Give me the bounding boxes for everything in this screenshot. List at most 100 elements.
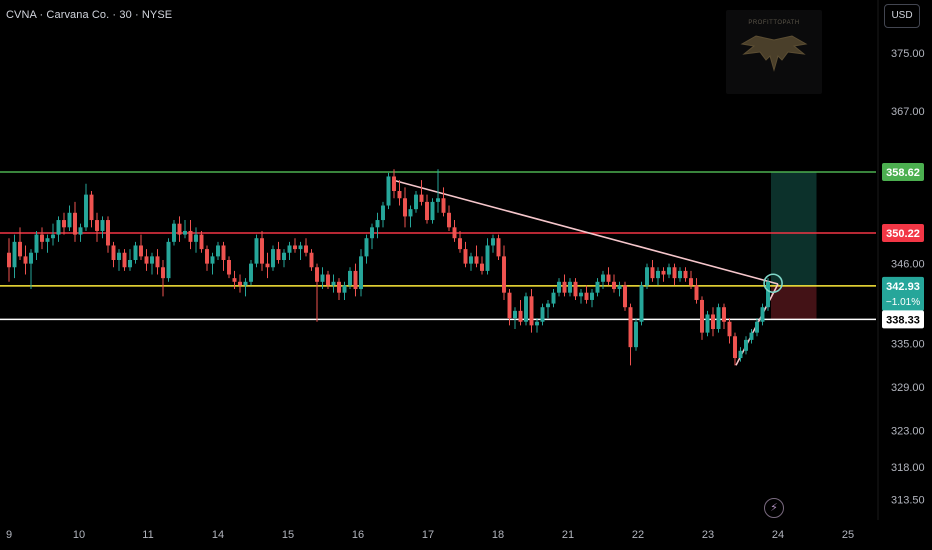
candle-body	[634, 321, 638, 348]
candle-body	[601, 274, 605, 282]
candle-body	[359, 256, 363, 290]
highlight-circle[interactable]	[763, 273, 783, 294]
candle-body	[430, 201, 435, 221]
price-tag-label: 350.22	[886, 228, 920, 240]
candle-body	[276, 249, 281, 260]
candle-body	[364, 238, 369, 257]
candle-body	[425, 201, 429, 221]
price-tag-label: 342.93	[886, 281, 920, 293]
candle-body	[117, 252, 121, 260]
candle-body	[216, 245, 220, 257]
long-position-tool[interactable]	[771, 171, 817, 320]
candle-body	[628, 307, 633, 348]
trendlines[interactable]	[392, 179, 779, 366]
price-axis[interactable]: 375.00 367.00 346.00 335.00 329.00 323.00 318.…	[877, 0, 925, 520]
price-tag-bg	[882, 310, 924, 329]
candle-body	[67, 212, 72, 228]
candle-body	[12, 241, 17, 268]
candle-body	[722, 307, 726, 322]
candle-body	[645, 267, 649, 286]
candle-body	[700, 299, 704, 333]
candle-body	[194, 234, 198, 242]
candle-body	[7, 252, 11, 268]
candle-body	[551, 292, 556, 304]
price-tag-bg	[882, 276, 924, 311]
candle-body	[210, 256, 215, 264]
price-tick-label: 323.00	[891, 426, 925, 438]
candle-body	[436, 198, 440, 202]
candle-body	[639, 285, 644, 322]
candle-body	[447, 212, 451, 228]
candle-body	[84, 194, 88, 228]
candle-body	[166, 241, 171, 279]
candle-body	[716, 307, 721, 329]
candle-body	[304, 245, 308, 253]
candle-body	[282, 252, 286, 260]
candles	[7, 169, 770, 366]
candle-body	[441, 198, 446, 213]
price-tag-label: 338.33	[886, 314, 920, 326]
candle-body	[452, 227, 457, 239]
candle-body	[155, 256, 160, 268]
candle-body	[744, 339, 748, 351]
candle-body	[188, 230, 193, 242]
candle-body	[122, 252, 127, 268]
time-tick-label: 10	[73, 529, 85, 541]
target-zone[interactable]	[771, 171, 817, 286]
candle-body	[573, 281, 578, 297]
logo-text: PROFITTOPATH	[748, 20, 800, 26]
time-tick-label: 16	[352, 529, 364, 541]
candle-body	[650, 267, 655, 279]
candle-body	[612, 281, 616, 290]
price-tick-label: 335.00	[891, 339, 925, 351]
candle-body	[45, 238, 50, 242]
watermark-logo: PROFITTOPATH	[726, 10, 822, 94]
candle-body	[535, 321, 539, 326]
candle-body	[342, 285, 347, 293]
candle-body	[172, 223, 176, 242]
candle-body	[315, 267, 319, 282]
candle-body	[458, 238, 462, 250]
candle-body	[623, 285, 627, 308]
candle-body	[711, 314, 715, 329]
candle-body	[672, 267, 677, 279]
candle-body	[243, 281, 248, 286]
flash-icon[interactable]: ⚡	[764, 498, 784, 518]
price-tags: 358.62 350.22 342.93 −1.01% 338.33	[882, 162, 924, 329]
candle-body	[408, 209, 413, 217]
price-change-label: −1.01%	[886, 297, 920, 308]
candle-body	[353, 270, 358, 290]
candle-body	[386, 176, 391, 206]
price-tick-label: 346.00	[891, 259, 925, 271]
candle-body	[260, 238, 264, 264]
candle-body	[502, 256, 506, 293]
candle-body	[249, 263, 253, 282]
candle-body	[18, 241, 22, 257]
candle-body	[271, 249, 275, 268]
candle-body	[29, 252, 33, 264]
currency-button[interactable]: USD	[884, 4, 920, 28]
price-tick-label: 375.00	[891, 48, 925, 60]
time-tick-label: 14	[212, 529, 224, 541]
candle-body	[766, 281, 770, 308]
candle-body	[733, 336, 737, 359]
candle-body	[51, 234, 55, 239]
candle-body	[463, 249, 468, 264]
candle-body	[78, 227, 83, 235]
candle-body	[480, 263, 484, 271]
stop-zone[interactable]	[771, 285, 817, 320]
candle-body	[392, 176, 396, 191]
candle-body	[738, 350, 743, 359]
candle-body	[89, 194, 94, 221]
price-tick-label: 318.00	[891, 462, 925, 474]
candle-body	[73, 212, 77, 235]
candle-body	[689, 278, 693, 286]
time-axis[interactable]: 9 10 11 14 15 16 17 18 21 22 23 24 25	[6, 529, 854, 541]
highlight-marker[interactable]	[763, 273, 783, 294]
symbol-title[interactable]: CVNA · Carvana Co. · 30 · NYSE	[6, 9, 173, 21]
candle-body	[183, 230, 187, 235]
candle-body	[524, 296, 528, 322]
trendline-0[interactable]	[392, 179, 779, 285]
candle-body	[62, 220, 66, 228]
